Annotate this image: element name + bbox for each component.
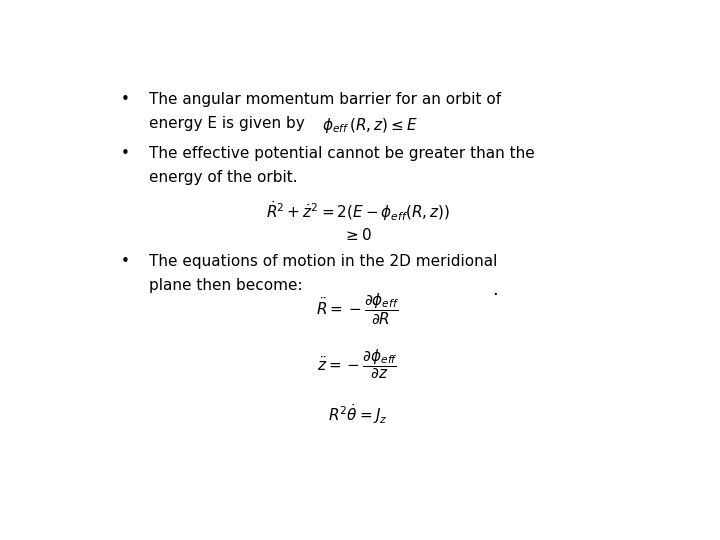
Text: •: • — [121, 254, 130, 269]
Text: The angular momentum barrier for an orbit of: The angular momentum barrier for an orbi… — [148, 92, 500, 107]
Text: .: . — [492, 281, 498, 299]
Text: •: • — [121, 146, 130, 161]
Text: plane then become:: plane then become: — [148, 278, 302, 293]
Text: $R^2 \dot{\theta} = J_z$: $R^2 \dot{\theta} = J_z$ — [328, 402, 387, 426]
Text: $\dot{R}^2 + \dot{z}^2 = 2(E - \phi_{\it eff}(R, z))$: $\dot{R}^2 + \dot{z}^2 = 2(E - \phi_{\it… — [266, 199, 450, 222]
Text: •: • — [121, 92, 130, 107]
Text: The equations of motion in the 2D meridional: The equations of motion in the 2D meridi… — [148, 254, 497, 269]
Text: energy E is given by: energy E is given by — [148, 116, 305, 131]
Text: The effective potential cannot be greater than the: The effective potential cannot be greate… — [148, 146, 534, 161]
Text: $\geq 0$: $\geq 0$ — [343, 227, 372, 243]
Text: $\ddot{z} = -\dfrac{\partial \phi_{\it eff}}{\partial z}$: $\ddot{z} = -\dfrac{\partial \phi_{\it e… — [318, 348, 398, 381]
Text: energy of the orbit.: energy of the orbit. — [148, 170, 297, 185]
Text: $\ddot{R} = -\dfrac{\partial \phi_{\it eff}}{\partial R}$: $\ddot{R} = -\dfrac{\partial \phi_{\it e… — [316, 292, 400, 327]
Text: $\phi_{\it eff}\,(R, z) \leq E$: $\phi_{\it eff}\,(R, z) \leq E$ — [322, 116, 418, 134]
